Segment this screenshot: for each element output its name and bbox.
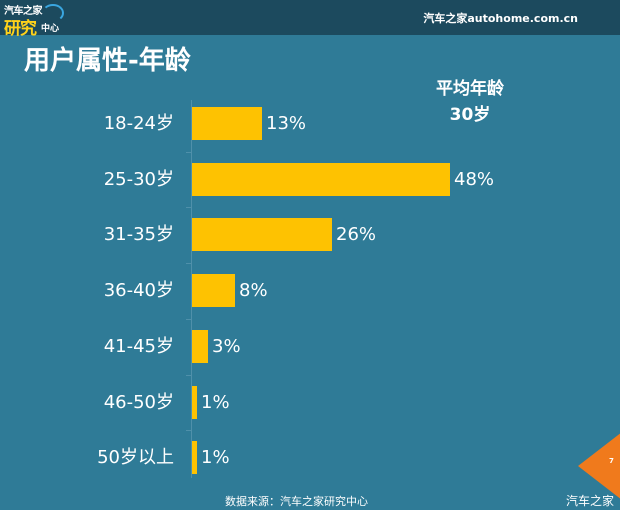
site-brand: 汽车之家autohome.com.cn [423, 12, 578, 25]
value-label: 3% [212, 336, 241, 357]
page-number: 7 [609, 457, 614, 465]
axis-tick [186, 207, 191, 208]
bar [192, 441, 197, 474]
axis-tick [186, 319, 191, 320]
bar-row: 18-24岁 13% [0, 107, 620, 141]
bar-row: 41-45岁 3% [0, 330, 620, 364]
page-marker-triangle [578, 432, 620, 500]
bar-row: 31-35岁 26% [0, 218, 620, 252]
bar [192, 163, 450, 196]
bar [192, 107, 262, 140]
bar-row: 25-30岁 48% [0, 163, 620, 197]
category-label: 46-50岁 [103, 392, 174, 413]
category-label: 50岁以上 [97, 447, 174, 468]
page-title: 用户属性-年龄 [24, 46, 191, 76]
bar [192, 274, 235, 307]
bar-row: 46-50岁 1% [0, 386, 620, 420]
value-label: 13% [266, 113, 307, 134]
value-label: 8% [239, 280, 268, 301]
value-label: 48% [454, 169, 495, 190]
swirl-icon [42, 4, 64, 22]
value-label: 1% [201, 447, 230, 468]
logo-line2: 研究 [4, 19, 37, 39]
average-age-value: 30岁 [449, 105, 491, 125]
bar-row: 50岁以上 1% [0, 441, 620, 475]
average-age-callout: 平均年龄 30岁 [410, 76, 530, 128]
bar [192, 218, 332, 251]
axis-tick [186, 263, 191, 264]
axis-tick [186, 430, 191, 431]
axis-tick [186, 375, 191, 376]
bar [192, 386, 197, 419]
average-age-label: 平均年龄 [436, 79, 504, 99]
category-label: 25-30岁 [103, 169, 174, 190]
header-bar: 汽车之家 研究 中心 汽车之家autohome.com.cn [0, 0, 620, 39]
category-label: 31-35岁 [103, 224, 174, 245]
category-label: 41-45岁 [103, 336, 174, 357]
category-axis [191, 100, 192, 478]
autohome-research-logo: 汽车之家 研究 中心 [4, 2, 68, 39]
bar [192, 330, 208, 363]
category-label: 36-40岁 [103, 280, 174, 301]
axis-tick [186, 152, 191, 153]
category-label: 18-24岁 [103, 113, 174, 134]
bar-row: 36-40岁 8% [0, 274, 620, 308]
value-label: 1% [201, 392, 230, 413]
logo-line3: 中心 [41, 24, 60, 34]
logo-line1: 汽车之家 [4, 6, 43, 17]
value-label: 26% [336, 224, 377, 245]
data-source-note: 数据来源：汽车之家研究中心 [225, 495, 368, 508]
